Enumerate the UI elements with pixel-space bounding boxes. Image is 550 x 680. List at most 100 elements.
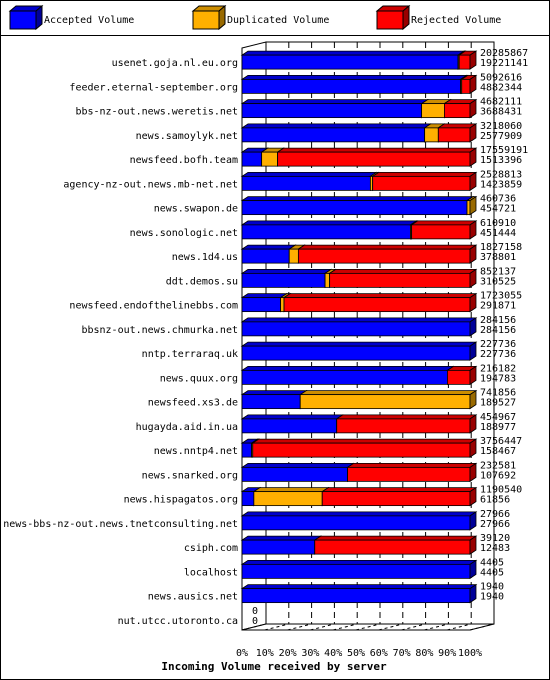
bar-segment-accepted-volume: [240, 317, 478, 337]
bar-segment-accepted-volume: [240, 559, 478, 580]
bar: [458, 54, 471, 70]
bar-side: [469, 268, 477, 289]
legend-swatch: [9, 10, 37, 30]
accepted-volume-label: 189527: [480, 398, 516, 409]
bar-side: [469, 486, 477, 507]
bar-side: [469, 123, 477, 143]
legend-area: [0, 0, 550, 36]
bar: [241, 321, 471, 337]
accepted-volume-label: 194783: [480, 373, 516, 384]
bar-top: [240, 123, 432, 129]
bar: [466, 200, 471, 216]
bar-row: [240, 583, 478, 604]
bar-segment-rejected-volume: [282, 292, 478, 313]
bar-side: [469, 535, 477, 555]
bar-top: [410, 220, 478, 226]
bar-segment-rejected-volume: [457, 50, 478, 70]
bar-segment-duplicated-volume: [298, 389, 478, 410]
floor-gridline: [469, 623, 495, 631]
accepted-volume-label: 158467: [480, 446, 516, 457]
bar-top: [240, 244, 297, 250]
total-volume-label: 5092616: [480, 72, 522, 83]
bar-side: [469, 438, 477, 458]
bar: [461, 78, 471, 94]
server-label: bbsnz-out.news.chmurka.net: [81, 325, 238, 336]
server-label: news.nntp4.net: [154, 446, 238, 457]
server-label: newsfeed.endofthelinebbs.com: [69, 301, 238, 312]
accepted-volume-label: 284156: [480, 325, 516, 336]
legend-item-rejected-volume: Rejected Volume: [375, 4, 501, 31]
bar-segment-accepted-volume: [240, 414, 345, 434]
bar: [324, 272, 331, 288]
bar-row: [240, 123, 478, 143]
accepted-volume-label: 188977: [480, 422, 516, 433]
bar-segment-accepted-volume: [240, 123, 432, 143]
bar-side: [469, 317, 477, 337]
total-volume-label: 4682111: [480, 97, 522, 108]
server-label: nntp.terraraq.uk: [142, 349, 238, 360]
bar: [241, 127, 426, 143]
bar-side: [469, 195, 477, 216]
bar-top: [240, 268, 333, 274]
legend-swatch: [376, 10, 404, 30]
bar: [241, 175, 371, 191]
bar-top: [240, 99, 429, 105]
total-volume-label: 284156: [480, 315, 516, 326]
bar: [241, 248, 290, 264]
server-label: news.samoylyk.net: [136, 131, 238, 142]
bar-top: [240, 365, 455, 371]
bar-side: [469, 559, 477, 580]
total-volume-label: 39120: [480, 533, 510, 544]
legend-item-duplicated-volume: Duplicated Volume: [191, 4, 329, 31]
bar: [241, 369, 448, 385]
bar-row: [240, 74, 478, 95]
accepted-volume-label: 1513396: [480, 155, 522, 166]
bar-top: [252, 487, 330, 493]
total-volume-label: 2528813: [480, 169, 522, 180]
bar-row: [240, 50, 478, 70]
bar-side: [469, 50, 477, 70]
bar-segment-accepted-volume: [240, 389, 308, 410]
floor-gridline: [333, 623, 358, 631]
bar-row: [240, 535, 478, 555]
total-volume-label: 0: [252, 606, 258, 617]
bar-top: [320, 487, 478, 493]
legend-label: Rejected Volume: [411, 15, 501, 26]
floor-gridline: [287, 623, 312, 631]
total-volume-label: 3218060: [480, 121, 522, 132]
server-label: news.swapon.de: [154, 204, 238, 215]
bar-side: [469, 98, 477, 119]
bar-row: [240, 341, 478, 361]
bar-segment-rejected-volume: [437, 123, 478, 143]
bar-top: [240, 171, 378, 177]
bar: [241, 442, 253, 458]
bar-top: [251, 438, 478, 444]
bar-row: [240, 147, 478, 167]
bar-row: [240, 438, 478, 458]
bar: [241, 54, 459, 70]
bar-segment-accepted-volume: [240, 268, 333, 289]
bar-top: [240, 74, 468, 80]
legend-label: Accepted Volume: [44, 15, 134, 26]
bar-side: [469, 389, 477, 410]
total-volume-label: 3756447: [480, 436, 522, 447]
total-volume-label: 852137: [480, 266, 516, 277]
x-tick-label: 70%: [393, 648, 411, 659]
bar: [241, 103, 423, 119]
bar-top: [297, 244, 478, 250]
bar-top: [346, 462, 478, 468]
bar-row: [240, 98, 478, 119]
bar: [241, 200, 468, 216]
bar: [241, 515, 471, 531]
bar-segment-accepted-volume: [240, 171, 378, 192]
bar-top: [313, 535, 478, 541]
bar-segment-accepted-volume: [240, 244, 297, 264]
accepted-volume-label: 1940: [480, 592, 504, 603]
bar-top: [240, 293, 288, 299]
bar-segment-accepted-volume: [240, 365, 455, 386]
bar-row: [240, 195, 478, 216]
total-volume-label: 610910: [480, 218, 516, 229]
bar-segment-accepted-volume: [240, 220, 418, 240]
accepted-volume-label: 1423859: [480, 179, 522, 190]
